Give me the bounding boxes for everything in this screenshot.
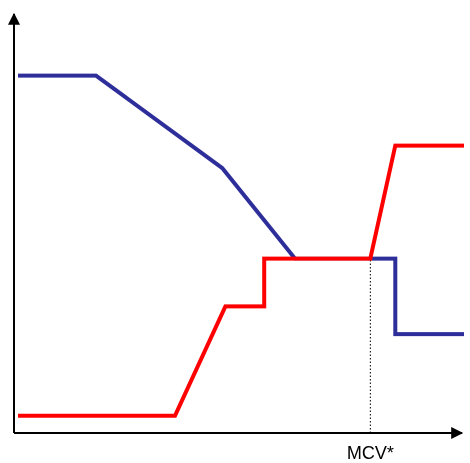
tick-label-layer: MCV* xyxy=(347,443,394,463)
series-layer xyxy=(18,73,464,418)
series-line-2 xyxy=(18,143,464,418)
x-tick-label: MCV* xyxy=(347,443,394,463)
axis-layer xyxy=(7,12,464,439)
series-line-1 xyxy=(18,73,464,337)
